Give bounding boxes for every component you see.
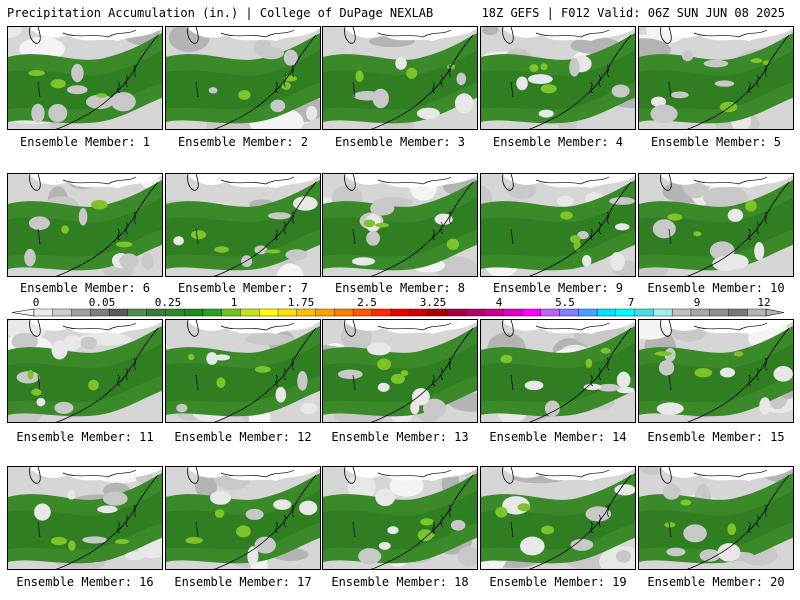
run-valid-time: 18Z GEFS | F012 Valid: 06Z SUN JUN 08 20… [481, 6, 785, 20]
colorbar-swatch [390, 308, 410, 317]
ensemble-member-label: Ensemble Member: 2 [177, 135, 309, 149]
colorbar-swatch [615, 308, 636, 317]
ensemble-map-panel [7, 26, 163, 130]
colorbar-swatch [503, 308, 523, 317]
colorbar-swatch [427, 308, 448, 317]
colorbar-swatch [371, 308, 392, 317]
colorbar-swatch [521, 308, 542, 317]
colorbar-swatch [240, 308, 260, 317]
chart-title: Precipitation Accumulation (in.) | Colle… [7, 6, 434, 20]
ensemble-map-panel [638, 26, 794, 130]
colorbar-tick-label: 4 [495, 296, 503, 309]
colorbar-tick-label: 2.5 [357, 296, 377, 309]
colorbar-tick-label: 0 [32, 296, 40, 309]
ensemble-member-label: Ensemble Member: 14 [489, 430, 627, 444]
precipitation-colorbar [11, 308, 785, 317]
ensemble-member-label: Ensemble Member: 5 [650, 135, 782, 149]
ensemble-map-panel [638, 466, 794, 570]
colorbar-tick-label: 1 [230, 296, 238, 309]
ensemble-member-label: Ensemble Member: 20 [647, 575, 785, 589]
ensemble-map-panel [480, 26, 636, 130]
colorbar-swatch [202, 308, 223, 317]
colorbar-swatch [690, 308, 711, 317]
colorbar-swatch [596, 308, 617, 317]
colorbar-swatch [127, 308, 148, 317]
ensemble-member-label: Ensemble Member: 13 [331, 430, 469, 444]
colorbar-swatch [315, 308, 335, 317]
ensemble-member-label: Ensemble Member: 9 [492, 281, 624, 295]
colorbar-swatch [653, 308, 673, 317]
ensemble-member-label: Ensemble Member: 15 [647, 430, 785, 444]
ensemble-member-label: Ensemble Member: 10 [647, 281, 785, 295]
ensemble-map-panel [480, 466, 636, 570]
colorbar-swatch [334, 308, 354, 317]
ensemble-member-label: Ensemble Member: 7 [177, 281, 309, 295]
ensemble-map-panel [638, 173, 794, 277]
ensemble-member-label: Ensemble Member: 12 [174, 430, 312, 444]
ensemble-map-panel [480, 173, 636, 277]
ensemble-member-label: Ensemble Member: 19 [489, 575, 627, 589]
colorbar-swatch [165, 308, 185, 317]
ensemble-map-panel [638, 319, 794, 423]
colorbar-swatch [446, 308, 467, 317]
ensemble-map-panel [322, 319, 478, 423]
colorbar-tick-label: 7 [627, 296, 635, 309]
ensemble-member-label: Ensemble Member: 16 [16, 575, 154, 589]
colorbar-swatch [108, 308, 129, 317]
colorbar-swatch [71, 308, 91, 317]
colorbar-swatch [183, 308, 204, 317]
ensemble-member-label: Ensemble Member: 6 [19, 281, 151, 295]
ensemble-map-panel [322, 173, 478, 277]
ensemble-map-panel [165, 319, 321, 423]
colorbar-swatch [559, 308, 579, 317]
ensemble-member-label: Ensemble Member: 4 [492, 135, 624, 149]
colorbar-swatch [465, 308, 485, 317]
ensemble-member-label: Ensemble Member: 8 [334, 281, 466, 295]
colorbar-swatch [33, 308, 54, 317]
colorbar-swatch [90, 308, 110, 317]
colorbar-swatch [634, 308, 654, 317]
ensemble-member-label: Ensemble Member: 17 [174, 575, 312, 589]
colorbar-swatch [540, 308, 561, 317]
colorbar-swatch [296, 308, 317, 317]
colorbar-tick-label: 5.5 [555, 296, 575, 309]
colorbar-tick-label: 1.75 [287, 296, 315, 309]
colorbar-min-arrow [11, 308, 35, 317]
ensemble-map-panel [165, 173, 321, 277]
ensemble-map-panel [322, 26, 478, 130]
colorbar-swatch [259, 308, 279, 317]
ensemble-map-panel [7, 173, 163, 277]
ensemble-member-label: Ensemble Member: 3 [334, 135, 466, 149]
ensemble-map-panel [7, 466, 163, 570]
colorbar-tick-label: 0.25 [154, 296, 182, 309]
colorbar-swatch [671, 308, 692, 317]
colorbar-swatch [709, 308, 729, 317]
colorbar-tick-label: 12 [757, 296, 771, 309]
ensemble-map-panel [322, 466, 478, 570]
colorbar-swatch [277, 308, 298, 317]
ensemble-member-label: Ensemble Member: 18 [331, 575, 469, 589]
colorbar-swatch [52, 308, 73, 317]
colorbar-swatch [728, 308, 748, 317]
colorbar-swatch [146, 308, 166, 317]
ensemble-map-panel [7, 319, 163, 423]
ensemble-member-label: Ensemble Member: 11 [16, 430, 154, 444]
ensemble-map-panel [165, 26, 321, 130]
colorbar-swatch [747, 308, 767, 317]
colorbar-tick-label: 9 [693, 296, 701, 309]
colorbar-swatch [578, 308, 598, 317]
ensemble-map-panel [165, 466, 321, 570]
colorbar-tick-label: 3.25 [419, 296, 447, 309]
colorbar-tick-label: 0.05 [88, 296, 116, 309]
ensemble-map-panel [480, 319, 636, 423]
colorbar-max-arrow [765, 308, 785, 317]
colorbar-swatch [221, 308, 241, 317]
colorbar-swatch [352, 308, 373, 317]
colorbar-swatch [409, 308, 429, 317]
ensemble-member-label: Ensemble Member: 1 [19, 135, 151, 149]
colorbar-swatch [484, 308, 504, 317]
